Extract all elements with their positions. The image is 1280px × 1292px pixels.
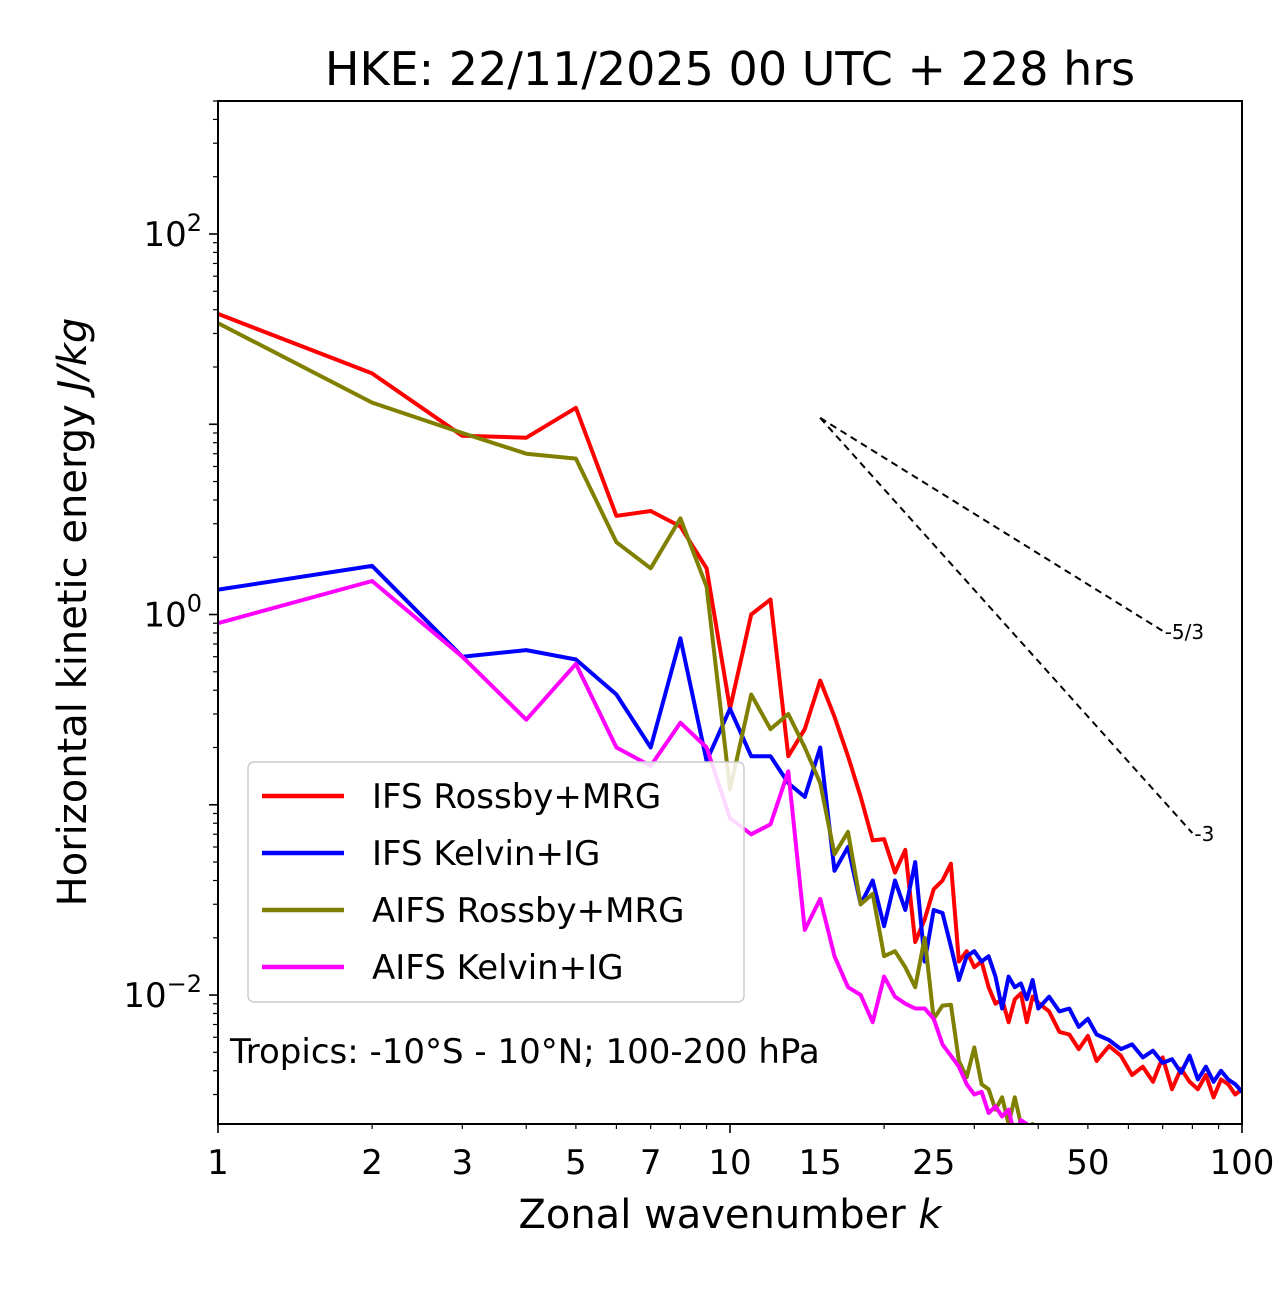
y-tick-label: 102 <box>143 209 202 255</box>
x-tick-label: 1 <box>207 1143 229 1183</box>
legend-label-3: AIFS Rossby+MRG <box>372 891 684 931</box>
legend: IFS Rossby+MRG IFS Kelvin+IG AIFS Rossby+M… <box>247 761 745 1003</box>
legend-box <box>247 761 745 1003</box>
x-tick-label: 15 <box>799 1143 842 1183</box>
legend-label-4: AIFS Kelvin+IG <box>372 948 624 988</box>
y-axis-ticks: 10−2 100 102 <box>123 100 218 1096</box>
x-axis-ticks: 1 2 3 5 7 10 15 25 50 100 <box>207 1124 1274 1183</box>
y-tick-label: 10−2 <box>123 970 202 1016</box>
x-tick-label: 5 <box>565 1143 587 1183</box>
reference-slopes: -5/3 -3 <box>819 417 1214 846</box>
y-axis-label: Horizontal kinetic energy J/kg <box>50 318 96 907</box>
legend-entries: IFS Rossby+MRG IFS Kelvin+IG AIFS Rossby+M… <box>262 777 684 988</box>
x-tick-label: 100 <box>1210 1143 1275 1183</box>
x-tick-label: 10 <box>708 1143 751 1183</box>
series-line-3 <box>218 321 1037 1124</box>
region-annotation: Tropics: -10°S - 10°N; 100-200 hPa <box>229 1032 820 1072</box>
y-tick-label: 100 <box>143 590 202 636</box>
series-line-4 <box>218 579 1029 1124</box>
reference-slope-line-1 <box>819 417 1164 632</box>
x-axis-label: Zonal wavenumber k <box>518 1192 943 1238</box>
legend-label-1: IFS Rossby+MRG <box>372 777 661 817</box>
reference-slope-label-1: -5/3 <box>1165 620 1204 644</box>
x-tick-label: 2 <box>361 1143 383 1183</box>
x-tick-label: 25 <box>912 1143 955 1183</box>
series-layer <box>218 311 1242 1124</box>
chart-title: HKE: 22/11/2025 00 UTC + 228 hrs <box>325 42 1135 96</box>
x-tick-label: 3 <box>451 1143 473 1183</box>
reference-slope-line-2 <box>819 417 1194 834</box>
series-line-2 <box>218 563 1242 1094</box>
legend-label-2: IFS Kelvin+IG <box>372 834 600 874</box>
reference-slope-label-2: -3 <box>1194 822 1214 846</box>
plot-frame <box>217 100 1243 1125</box>
x-tick-label: 50 <box>1066 1143 1109 1183</box>
x-tick-label: 7 <box>640 1143 662 1183</box>
